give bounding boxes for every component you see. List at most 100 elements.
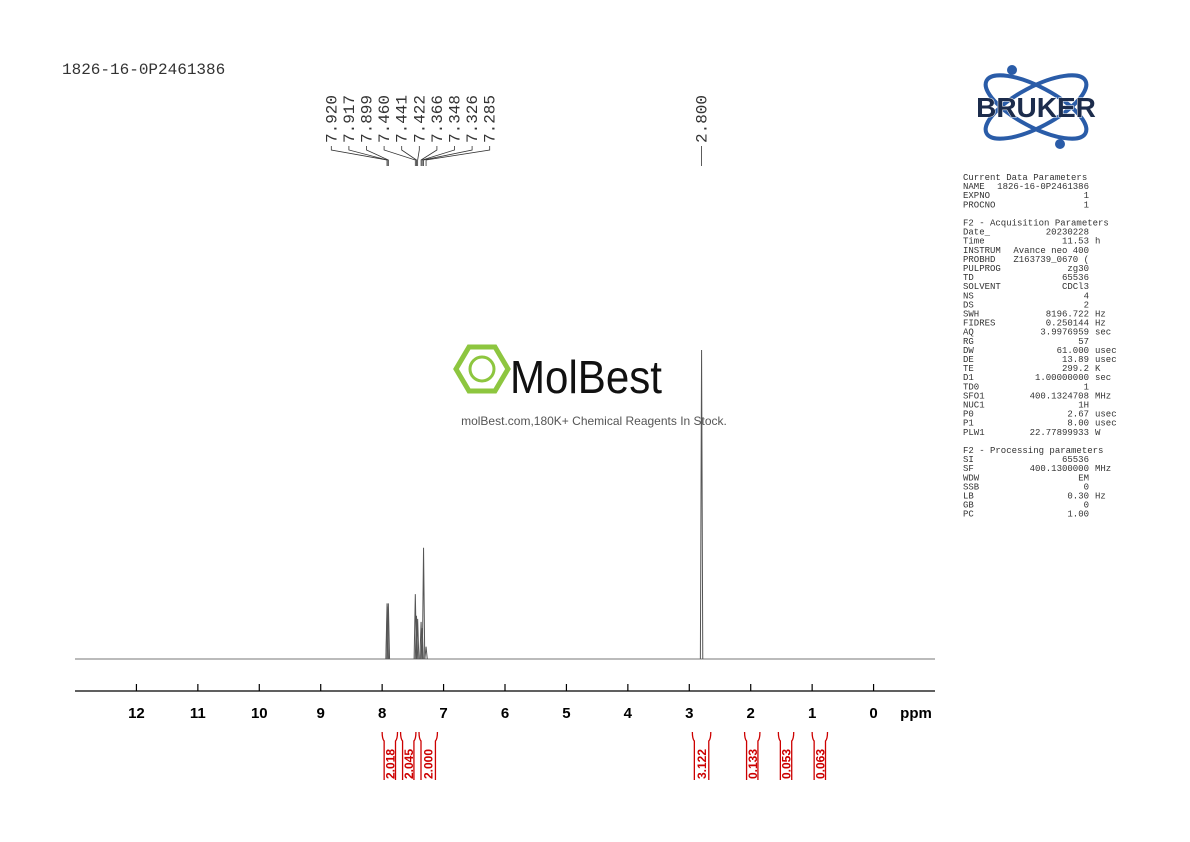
- peak: [421, 547, 426, 660]
- param-name: PLW1: [963, 428, 985, 438]
- param-value: Z163739_0670 (: [1013, 255, 1089, 265]
- x-tick-label: 9: [317, 705, 325, 722]
- peak-label: 7.441: [394, 95, 412, 143]
- param-name: AQ: [963, 328, 974, 338]
- param-name: DW: [963, 346, 974, 356]
- peak-label: 7.348: [446, 95, 464, 143]
- param-name: PROCNO: [963, 200, 995, 210]
- param-name: SSB: [963, 482, 980, 492]
- param-name: PC: [963, 510, 974, 520]
- logo-dot: [1007, 65, 1017, 75]
- logo-orbit: [983, 73, 1089, 141]
- param-section-title: Current Data Parameters: [963, 173, 1087, 183]
- x-tick-label: 0: [869, 705, 877, 722]
- integral-label: 2.018: [383, 749, 397, 779]
- param-value: 2.67: [1067, 410, 1089, 420]
- x-tick-label: 4: [624, 705, 633, 722]
- param-value: 22.77899933: [1030, 428, 1089, 438]
- x-tick-label: 10: [251, 705, 268, 722]
- peak-connector: [420, 146, 438, 166]
- param-value: 0: [1084, 482, 1089, 492]
- param-unit: usec: [1095, 355, 1117, 365]
- x-tick-label: 6: [501, 705, 509, 722]
- peak-connector: [421, 146, 455, 166]
- param-unit: Hz: [1095, 319, 1106, 329]
- integral-label: 2.045: [402, 749, 416, 779]
- param-value: 0: [1084, 501, 1089, 511]
- integral-label: 0.053: [780, 749, 794, 779]
- param-name: EXPNO: [963, 191, 990, 201]
- peak: [386, 603, 391, 660]
- param-section-title: F2 - Processing parameters: [963, 446, 1103, 456]
- param-unit: K: [1095, 364, 1101, 374]
- param-value: 1.00: [1067, 510, 1089, 520]
- param-unit: Hz: [1095, 492, 1106, 502]
- watermark-tagline: molBest.com,180K+ Chemical Reagents In S…: [461, 414, 727, 428]
- integral-bracket: [777, 731, 795, 780]
- x-tick-label: 3: [685, 705, 693, 722]
- param-name: SI: [963, 455, 974, 465]
- peak-connector: [425, 146, 491, 166]
- x-axis-label: ppm: [900, 705, 932, 722]
- logo-text: BRUKER: [976, 92, 1096, 123]
- param-value: CDCl3: [1062, 282, 1089, 292]
- peak: [699, 349, 704, 660]
- param-value: zg30: [1067, 264, 1089, 274]
- param-name: LB: [963, 492, 974, 502]
- param-value: 65536: [1062, 455, 1089, 465]
- peak-label: 7.285: [482, 95, 500, 143]
- param-value: 20230228: [1046, 228, 1089, 238]
- param-name: DE: [963, 355, 974, 365]
- param-name: P0: [963, 410, 974, 420]
- param-value: 2: [1084, 300, 1089, 310]
- x-tick-label: 1: [808, 705, 816, 722]
- watermark: MolBest molBest.com,180K+ Chemical Reage…: [453, 344, 727, 428]
- peak-connector: [348, 146, 388, 166]
- param-name: TD0: [963, 382, 979, 392]
- param-value: 61.000: [1057, 346, 1089, 356]
- integral-label: 0.133: [746, 749, 760, 779]
- param-value: 1.00000000: [1035, 373, 1089, 383]
- param-unit: Hz: [1095, 310, 1106, 320]
- param-unit: sec: [1095, 328, 1111, 338]
- x-tick-label: 7: [439, 705, 447, 722]
- peak-label: 7.460: [376, 95, 394, 143]
- param-name: NUC1: [963, 401, 985, 411]
- param-value: EM: [1078, 473, 1089, 483]
- param-name: RG: [963, 337, 974, 347]
- integral-label: 0.063: [813, 749, 827, 779]
- param-name: NS: [963, 291, 974, 301]
- peak: [415, 618, 420, 660]
- sample-id: 1826-16-0P2461386: [62, 61, 225, 79]
- param-name: GB: [963, 501, 974, 511]
- param-name: INSTRUM: [963, 246, 1001, 256]
- param-name: TD: [963, 273, 974, 283]
- watermark-brand: MolBest: [510, 351, 662, 403]
- param-value: 1: [1084, 382, 1089, 392]
- param-value: 400.1324708: [1030, 391, 1089, 401]
- param-value: 8196.722: [1046, 310, 1089, 320]
- param-unit: MHz: [1095, 464, 1111, 474]
- param-value: 4: [1084, 291, 1089, 301]
- param-value: 299.2: [1062, 364, 1089, 374]
- param-value: 1826-16-0P2461386: [997, 182, 1089, 192]
- peak-label: 7.917: [341, 95, 359, 143]
- param-value: 1: [1084, 200, 1089, 210]
- param-name: PULPROG: [963, 264, 1001, 274]
- param-unit: W: [1095, 428, 1101, 438]
- peak-connector: [366, 146, 389, 166]
- peak-label: 7.920: [323, 95, 341, 143]
- param-name: PROBHD: [963, 255, 995, 265]
- x-tick-label: 5: [562, 705, 570, 722]
- param-unit: usec: [1095, 419, 1117, 429]
- param-value: 1: [1084, 191, 1089, 201]
- peak-label: 7.422: [411, 95, 429, 143]
- param-value: 11.53: [1062, 237, 1089, 247]
- bruker-logo: BRUKER: [976, 65, 1096, 149]
- param-value: 65536: [1062, 273, 1089, 283]
- param-value: Avance neo 400: [1013, 246, 1089, 256]
- param-value: 0.250144: [1046, 319, 1089, 329]
- peak-label: 7.366: [429, 95, 447, 143]
- param-value: 57: [1078, 337, 1089, 347]
